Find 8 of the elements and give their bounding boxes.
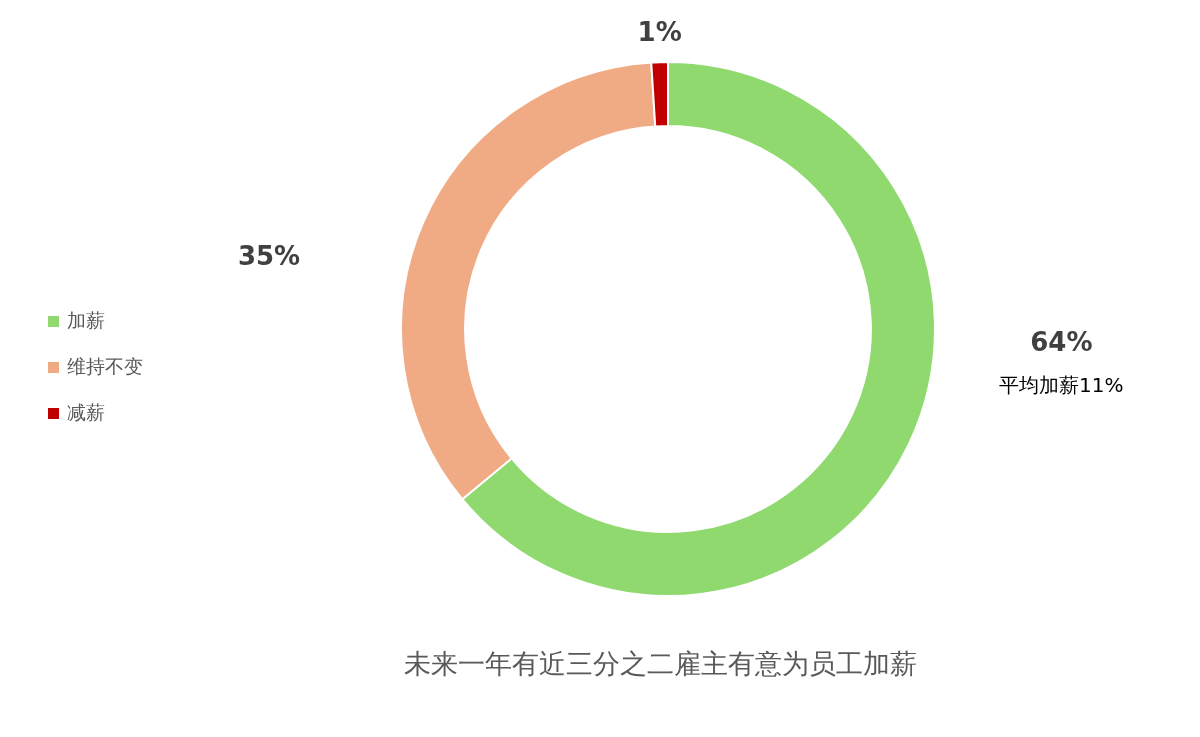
- data-label: 35%: [237, 241, 301, 272]
- text: 平均加薪11%: [999, 372, 1124, 397]
- legend-label: 加薪: [67, 308, 105, 333]
- legend-label: 维持不变: [67, 354, 143, 379]
- legend-label: 减薪: [67, 400, 105, 425]
- text: 未来一年有近三分之二雇主有意为员工加薪: [402, 647, 918, 681]
- data-label: 1%: [637, 16, 682, 47]
- data-label: 64%: [1030, 327, 1093, 358]
